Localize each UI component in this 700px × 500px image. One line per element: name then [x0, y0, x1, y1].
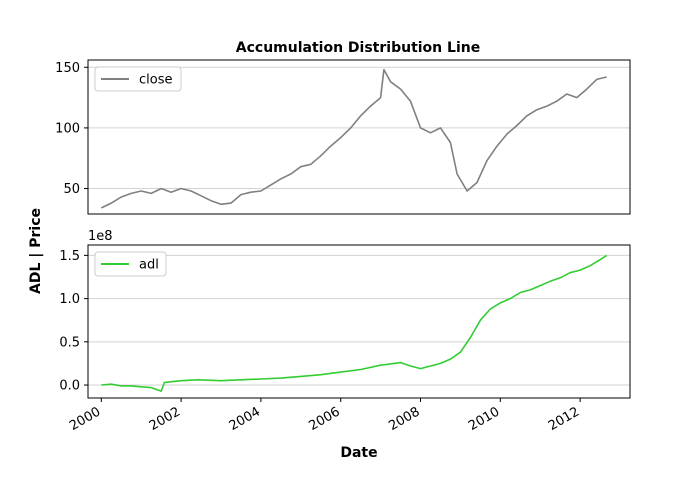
axes-frame — [87, 59, 631, 215]
chart-title: Accumulation Distribution Line — [236, 40, 480, 56]
y-tick-label: 150 — [55, 61, 80, 76]
x-tick-label: 2010 — [466, 404, 502, 434]
x-tick-label: 2000 — [67, 404, 103, 434]
adl-panel: 0.0 0.5 1.0 1.5 adl — [59, 244, 631, 399]
series-line-adl — [101, 254, 608, 392]
legend-box — [94, 66, 182, 92]
legend-label: close — [139, 73, 172, 88]
offset-label: 1e8 — [88, 229, 113, 244]
axes-frame — [87, 244, 631, 399]
y-tick-label: 50 — [63, 182, 80, 197]
x-tick-label: 2008 — [386, 404, 422, 434]
y-tick-label: 100 — [55, 121, 80, 136]
series-line-close — [100, 68, 607, 209]
y-tick-label: 1.5 — [59, 249, 80, 264]
x-tick-label: 2004 — [227, 404, 263, 434]
legend-box — [94, 251, 167, 277]
y-tick-label: 0.5 — [59, 335, 80, 350]
x-tick-label: 2006 — [307, 404, 343, 434]
y-tick-label: 1.0 — [59, 292, 80, 307]
x-tick-label: 2012 — [546, 404, 582, 434]
x-axis: 2000 2002 2004 2006 2008 2010 2012 — [67, 398, 582, 434]
x-tick-label: 2002 — [147, 404, 183, 434]
y-axis-label: ADL | Price — [28, 208, 44, 294]
legend-label: adl — [139, 258, 159, 273]
price-panel: 50 100 150 close — [55, 59, 631, 215]
x-axis-label: Date — [340, 445, 377, 461]
y-tick-label: 0.0 — [59, 379, 80, 394]
